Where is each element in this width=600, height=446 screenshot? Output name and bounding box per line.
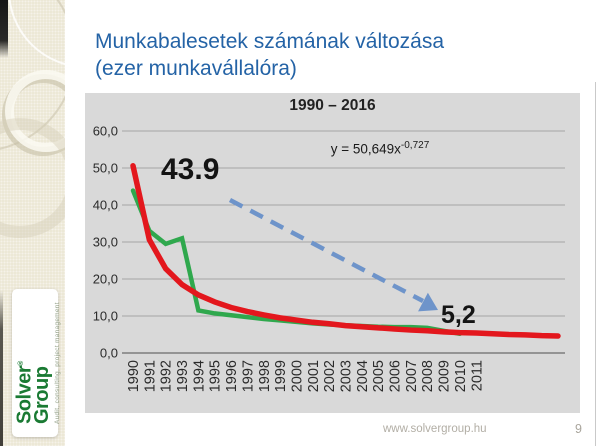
annotation-end-value: 5,2 [441, 301, 476, 329]
logo-line2: Group [30, 366, 53, 425]
x-tick-label: 2010 [453, 360, 469, 392]
x-tick-label: 2007 [404, 360, 420, 392]
slide-right-border [595, 82, 596, 446]
page-title-line1: Munkabalesetek számának változása [95, 30, 445, 53]
y-tick-label: 50,0 [93, 161, 118, 176]
page-title-line2: (ezer munkavállalóra) [95, 57, 297, 80]
x-tick-label: 2002 [322, 360, 338, 392]
y-tick-label: 40,0 [93, 198, 118, 213]
x-tick-label: 1996 [224, 360, 240, 392]
x-tick-label: 2003 [338, 360, 354, 392]
solver-group-logo: Solver® Group Audit, consulting, project… [13, 282, 61, 432]
logo-box [12, 289, 58, 437]
y-tick-label: 0,0 [100, 346, 118, 361]
page-title: Munkabalesetek számának változása (ezer … [95, 28, 575, 82]
x-tick-label: 2004 [355, 360, 371, 392]
annotation-start-value: 43.9 [161, 153, 220, 186]
y-tick-label: 20,0 [93, 272, 118, 287]
x-tick-label: 2011 [469, 360, 485, 391]
y-tick-label: 60,0 [93, 124, 118, 139]
x-tick-label: 2001 [306, 360, 322, 392]
x-tick-label: 1999 [273, 360, 289, 392]
decline-arrow-head [418, 292, 438, 312]
x-tick-label: 2006 [388, 360, 404, 392]
x-tick-label: 2009 [437, 360, 453, 392]
x-tick-label: 1997 [240, 360, 256, 392]
x-tick-label: 2005 [371, 360, 387, 392]
sidebar: Solver® Group Audit, consulting, project… [0, 0, 65, 446]
y-tick-label: 30,0 [93, 235, 118, 250]
x-tick-label: 1995 [208, 360, 224, 392]
x-tick-label: 2000 [289, 360, 305, 392]
footer-url: www.solvergroup.hu [383, 423, 487, 435]
decline-arrow-shaft [228, 198, 425, 303]
series-actual-line [130, 188, 463, 337]
registered-mark: ® [18, 361, 25, 366]
x-tick-label: 1991 [142, 360, 158, 392]
x-tick-label: 1998 [257, 360, 273, 392]
trendline-equation: y = 50,649x-0,727 [330, 140, 430, 157]
chart-area: 60,0 50,0 40,0 30,0 20,0 10,0 0,0 1990 1991 1992 1… [85, 93, 580, 413]
scan-edge-top [0, 0, 8, 58]
scan-edge-bottom [0, 290, 3, 446]
logo-tagline: Audit, consulting, project management [53, 302, 61, 424]
x-tick-label: 1992 [159, 360, 175, 392]
x-tick-label: 1994 [191, 360, 207, 392]
x-tick-label: 1990 [126, 360, 142, 392]
y-tick-label: 10,0 [93, 309, 118, 324]
series-trendline [130, 163, 561, 339]
decorative-ring-faint [0, 118, 65, 238]
page-number: 9 [575, 422, 582, 436]
chart-title: 1990 – 2016 [289, 97, 376, 114]
x-tick-label: 2008 [420, 360, 436, 392]
x-tick-label: 1993 [175, 360, 191, 392]
